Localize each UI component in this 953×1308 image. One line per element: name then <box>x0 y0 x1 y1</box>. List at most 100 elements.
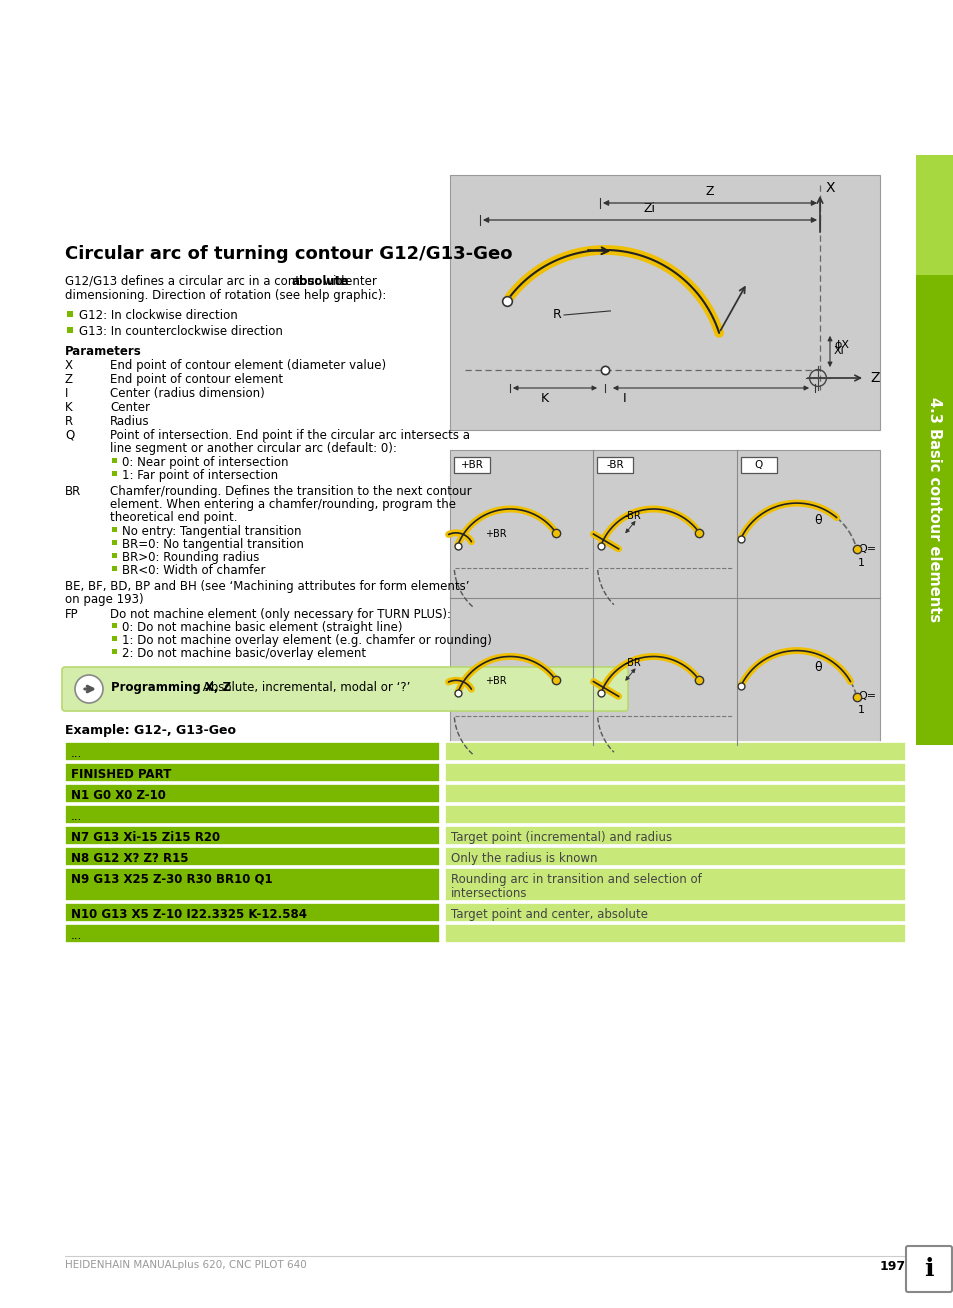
Text: 4.3 Basic contour elements: 4.3 Basic contour elements <box>926 398 942 623</box>
Text: 1: 1 <box>857 559 864 568</box>
FancyBboxPatch shape <box>450 450 879 746</box>
Text: center: center <box>335 275 376 288</box>
Text: I: I <box>65 387 69 400</box>
Text: 0: Do not machine basic element (straight line): 0: Do not machine basic element (straigh… <box>122 621 402 634</box>
Text: Z: Z <box>705 184 714 198</box>
Text: Do not machine element (only necessary for TURN PLUS):: Do not machine element (only necessary f… <box>110 608 451 621</box>
Text: G13: In counterclockwise direction: G13: In counterclockwise direction <box>79 324 283 337</box>
FancyBboxPatch shape <box>65 923 439 943</box>
Circle shape <box>75 675 103 702</box>
FancyBboxPatch shape <box>444 869 905 901</box>
Text: K: K <box>65 402 72 415</box>
Text: R: R <box>65 415 73 428</box>
FancyBboxPatch shape <box>915 156 953 746</box>
FancyBboxPatch shape <box>65 763 439 782</box>
Text: -BR: -BR <box>624 658 640 668</box>
Text: ϕX: ϕX <box>833 340 848 351</box>
Text: i: i <box>923 1257 933 1281</box>
Text: 0: Near point of intersection: 0: Near point of intersection <box>122 456 288 470</box>
Text: Rounding arc in transition and selection of: Rounding arc in transition and selection… <box>451 872 701 886</box>
FancyBboxPatch shape <box>65 903 439 922</box>
Text: Target point and center, absolute: Target point and center, absolute <box>451 908 647 921</box>
Text: 2: Do not machine basic/overlay element: 2: Do not machine basic/overlay element <box>122 647 366 661</box>
Bar <box>112 458 117 463</box>
Bar <box>112 553 117 559</box>
Text: on page 193): on page 193) <box>65 593 144 606</box>
Bar <box>112 540 117 545</box>
FancyBboxPatch shape <box>65 848 439 866</box>
Text: : Absolute, incremental, modal or ‘?’: : Absolute, incremental, modal or ‘?’ <box>194 681 410 695</box>
Text: Programming X, Z: Programming X, Z <box>111 681 231 695</box>
Text: BR<0: Width of chamfer: BR<0: Width of chamfer <box>122 564 265 577</box>
Text: Only the radius is known: Only the radius is known <box>451 852 597 865</box>
Text: theoretical end point.: theoretical end point. <box>110 511 237 525</box>
Text: FP: FP <box>65 608 78 621</box>
Text: 197: 197 <box>879 1260 905 1273</box>
FancyBboxPatch shape <box>444 763 905 782</box>
FancyBboxPatch shape <box>450 175 879 430</box>
Text: θ: θ <box>814 662 821 675</box>
Text: +BR: +BR <box>485 528 506 539</box>
FancyBboxPatch shape <box>65 742 439 761</box>
Text: BR=0: No tangential transition: BR=0: No tangential transition <box>122 538 304 551</box>
Bar <box>112 636 117 641</box>
FancyBboxPatch shape <box>740 456 776 473</box>
Bar <box>112 649 117 654</box>
Text: +BR: +BR <box>460 460 483 470</box>
Text: -BR: -BR <box>606 460 623 470</box>
Text: ...: ... <box>71 929 82 942</box>
Text: intersections: intersections <box>451 887 527 900</box>
Text: Center: Center <box>110 402 150 415</box>
Bar <box>112 566 117 572</box>
Text: line segment or another circular arc (default: 0):: line segment or another circular arc (de… <box>110 442 396 455</box>
Text: Z: Z <box>869 371 879 385</box>
Bar <box>67 327 73 334</box>
Text: element. When entering a chamfer/rounding, program the: element. When entering a chamfer/roundin… <box>110 498 456 511</box>
Text: 1: 1 <box>857 705 864 715</box>
Text: Chamfer/rounding. Defines the transition to the next contour: Chamfer/rounding. Defines the transition… <box>110 485 471 498</box>
Text: Xi: Xi <box>833 347 843 357</box>
Text: Q=: Q= <box>857 692 875 701</box>
Text: dimensioning. Direction of rotation (see help graphic):: dimensioning. Direction of rotation (see… <box>65 289 386 302</box>
Text: 1: Do not machine overlay element (e.g. chamfer or rounding): 1: Do not machine overlay element (e.g. … <box>122 634 492 647</box>
Text: X: X <box>825 181 835 195</box>
Text: Target point (incremental) and radius: Target point (incremental) and radius <box>451 831 672 844</box>
Text: BR: BR <box>65 485 81 498</box>
FancyBboxPatch shape <box>65 869 439 901</box>
Text: N9 G13 X25 Z-30 R30 BR10 Q1: N9 G13 X25 Z-30 R30 BR10 Q1 <box>71 872 273 886</box>
Text: absolute: absolute <box>291 275 348 288</box>
Text: G12: In clockwise direction: G12: In clockwise direction <box>79 309 237 322</box>
Text: ...: ... <box>71 747 82 760</box>
FancyBboxPatch shape <box>444 742 905 761</box>
Text: I: I <box>622 392 626 405</box>
Text: Zi: Zi <box>643 201 656 215</box>
FancyBboxPatch shape <box>444 903 905 922</box>
Text: BE, BF, BD, BP and BH (see ‘Machining attributes for form elements’: BE, BF, BD, BP and BH (see ‘Machining at… <box>65 579 469 593</box>
Text: Radius: Radius <box>110 415 150 428</box>
FancyBboxPatch shape <box>444 848 905 866</box>
Text: HEIDENHAIN MANUALplus 620, CNC PILOT 640: HEIDENHAIN MANUALplus 620, CNC PILOT 640 <box>65 1260 307 1270</box>
Text: X: X <box>65 358 73 371</box>
Text: FINISHED PART: FINISHED PART <box>71 768 172 781</box>
Text: Circular arc of turning contour G12/G13-Geo: Circular arc of turning contour G12/G13-… <box>65 245 512 263</box>
Text: Q=: Q= <box>857 544 875 553</box>
Text: θ: θ <box>814 514 821 527</box>
FancyBboxPatch shape <box>444 783 905 803</box>
Bar <box>67 311 73 317</box>
Text: Center (radius dimension): Center (radius dimension) <box>110 387 265 400</box>
FancyBboxPatch shape <box>444 825 905 845</box>
Text: Point of intersection. End point if the circular arc intersects a: Point of intersection. End point if the … <box>110 429 470 442</box>
FancyBboxPatch shape <box>62 667 627 712</box>
FancyBboxPatch shape <box>444 923 905 943</box>
FancyBboxPatch shape <box>905 1247 951 1292</box>
Text: 1: Far point of intersection: 1: Far point of intersection <box>122 470 278 483</box>
Text: G12/G13 defines a circular arc in a contour with: G12/G13 defines a circular arc in a cont… <box>65 275 352 288</box>
FancyBboxPatch shape <box>597 456 633 473</box>
FancyBboxPatch shape <box>65 783 439 803</box>
FancyBboxPatch shape <box>454 456 490 473</box>
Text: N10 G13 X5 Z-10 I22.3325 K-12.584: N10 G13 X5 Z-10 I22.3325 K-12.584 <box>71 908 307 921</box>
FancyBboxPatch shape <box>65 825 439 845</box>
Text: N1 G0 X0 Z-10: N1 G0 X0 Z-10 <box>71 789 166 802</box>
FancyBboxPatch shape <box>65 804 439 824</box>
Text: End point of contour element (diameter value): End point of contour element (diameter v… <box>110 358 386 371</box>
